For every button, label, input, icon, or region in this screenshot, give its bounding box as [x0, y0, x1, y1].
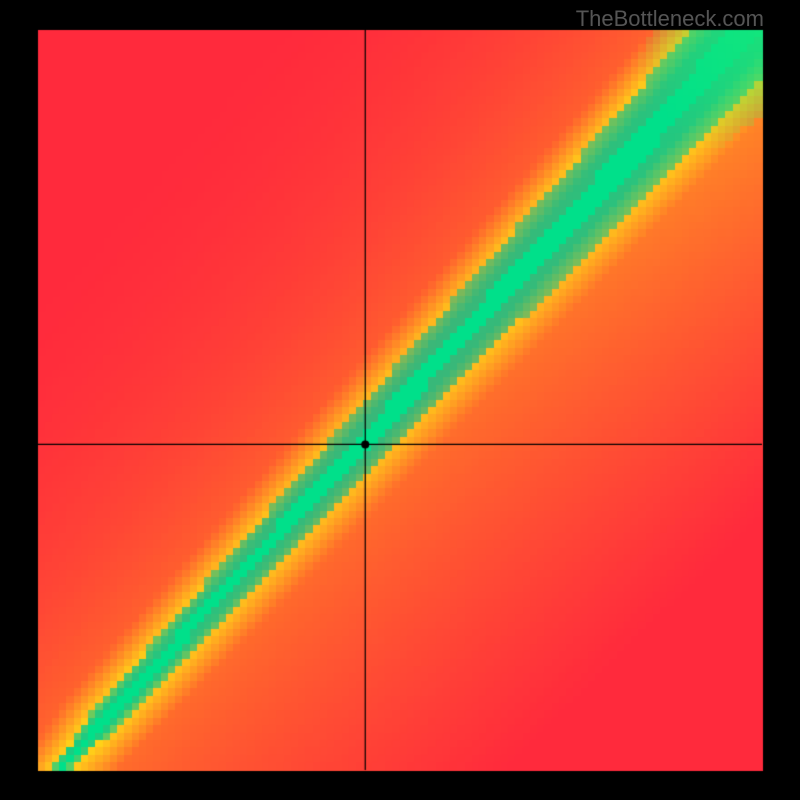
bottleneck-heatmap [0, 0, 800, 800]
chart-container: TheBottleneck.com [0, 0, 800, 800]
watermark-text: TheBottleneck.com [576, 6, 764, 32]
